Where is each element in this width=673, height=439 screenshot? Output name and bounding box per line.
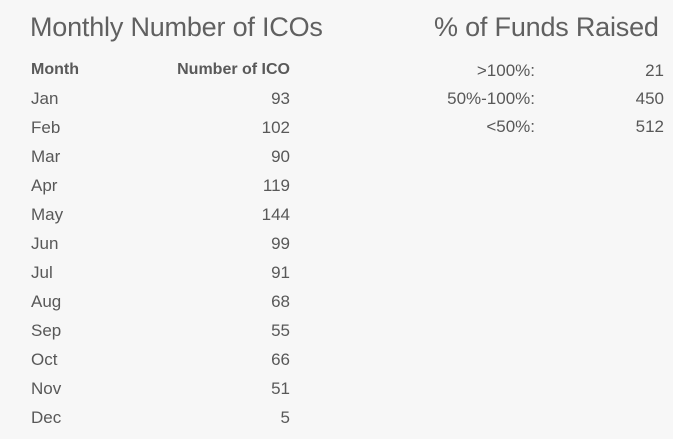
table-row: Jan 93	[31, 84, 290, 113]
month-cell: Mar	[31, 147, 61, 166]
table-row: Jul 91	[31, 258, 290, 287]
funds-range-label: <50%:	[486, 117, 535, 136]
funds-count-value: 512	[635, 117, 664, 136]
table-row: Dec 5	[31, 403, 290, 432]
month-cell: Dec	[31, 408, 62, 427]
funds-row: 50%-100%: 450	[420, 85, 664, 113]
count-cell: 91	[271, 263, 290, 282]
funds-row: <50%: 512	[420, 113, 664, 141]
count-cell: 102	[261, 118, 290, 137]
month-cell: May	[31, 205, 64, 224]
count-cell: 144	[261, 205, 290, 224]
month-cell: Feb	[31, 118, 61, 137]
count-column-header: Number of ICO	[177, 61, 290, 78]
table-row: Jun 99	[31, 229, 290, 258]
funds-count-value: 450	[635, 89, 664, 108]
month-cell: Oct	[31, 350, 58, 369]
table-row: Mar 90	[31, 142, 290, 171]
count-cell: 55	[271, 321, 290, 340]
ico-title: Monthly Number of ICOs	[30, 12, 323, 42]
count-cell: 68	[271, 292, 290, 311]
month-cell: Jul	[31, 263, 53, 282]
table-row: Oct 66	[31, 345, 290, 374]
funds-range-label: >100%:	[476, 61, 535, 80]
funds-row: >100%: 21	[420, 57, 664, 85]
count-cell: 5	[280, 408, 290, 427]
count-cell: 119	[262, 176, 290, 195]
month-column-header: Month	[31, 61, 79, 78]
count-cell: 66	[271, 350, 290, 369]
table-row: Nov 51	[31, 374, 290, 403]
table-row: May 144	[31, 200, 290, 229]
table-header-row: Month Number of ICO	[31, 56, 290, 84]
count-cell: 93	[271, 89, 290, 108]
month-cell: Sep	[31, 321, 62, 340]
table-row: Feb 102	[31, 113, 290, 142]
month-cell: Aug	[31, 292, 62, 311]
count-cell: 51	[271, 379, 290, 398]
funds-raised-table: >100%: 21 50%-100%: 450 <50%: 512	[420, 57, 664, 141]
table-row: Apr 119	[31, 171, 290, 200]
funds-count-value: 21	[645, 61, 664, 80]
table-row: Aug 68	[31, 287, 290, 316]
funds-range-label: 50%-100%:	[447, 89, 535, 108]
funds-title: % of Funds Raised	[434, 12, 659, 42]
month-cell: Apr	[31, 176, 58, 195]
monthly-ico-table: Month Number of ICO Jan 93 Feb 102 Mar 9…	[31, 56, 290, 432]
month-cell: Jun	[31, 234, 59, 253]
count-cell: 99	[271, 234, 290, 253]
count-cell: 90	[271, 147, 290, 166]
month-cell: Nov	[31, 379, 62, 398]
month-cell: Jan	[31, 89, 59, 108]
table-row: Sep 55	[31, 316, 290, 345]
